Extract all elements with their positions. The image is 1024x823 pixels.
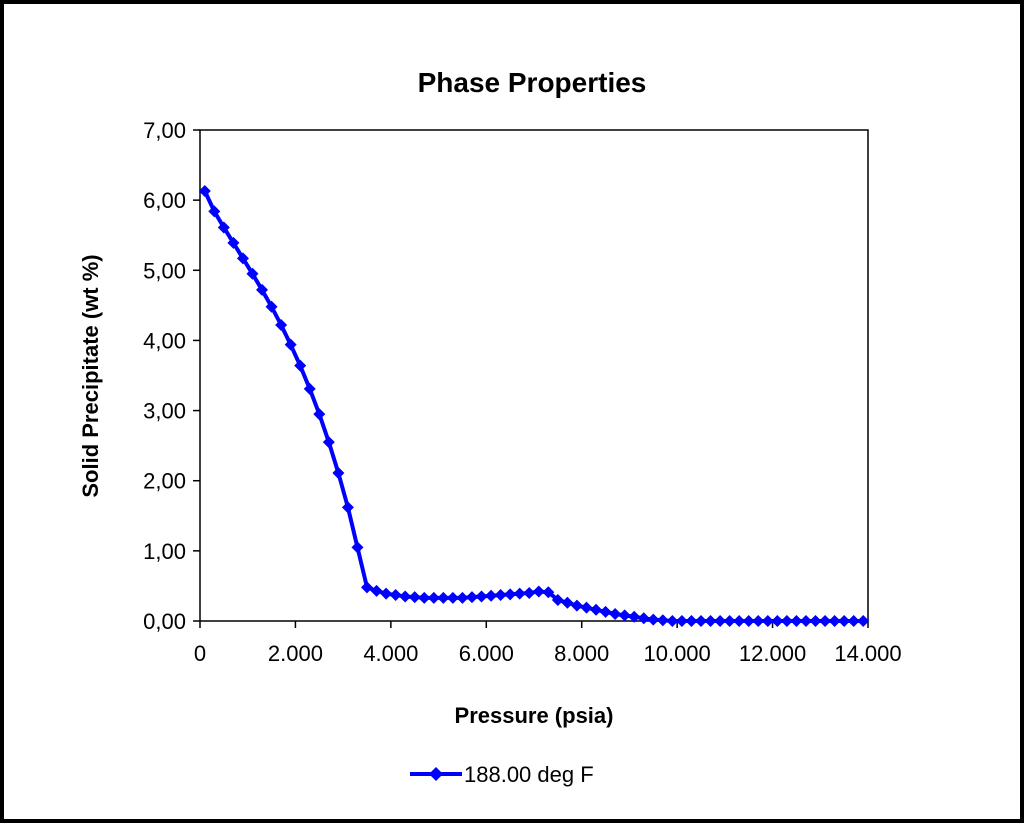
data-point bbox=[599, 605, 612, 618]
data-point bbox=[513, 587, 526, 600]
data-point bbox=[351, 541, 364, 554]
data-point bbox=[236, 252, 249, 265]
y-tick-label: 2,00 bbox=[143, 469, 186, 494]
data-point bbox=[704, 615, 717, 627]
x-axis-title: Pressure (psia) bbox=[455, 703, 614, 728]
data-point bbox=[256, 283, 269, 296]
data-point bbox=[609, 607, 622, 620]
y-axis-title: Solid Precipitate (wt %) bbox=[78, 254, 103, 497]
data-point bbox=[647, 613, 660, 626]
data-point bbox=[322, 436, 335, 449]
x-tick-label: 10.000 bbox=[643, 641, 710, 666]
x-tick-label: 8.000 bbox=[554, 641, 609, 666]
data-point bbox=[399, 590, 412, 603]
data-point bbox=[618, 609, 631, 622]
data-point bbox=[504, 588, 517, 601]
legend-label: 188.00 deg F bbox=[464, 762, 594, 787]
data-point bbox=[742, 615, 755, 627]
data-point bbox=[666, 615, 679, 627]
y-tick-label: 0,00 bbox=[143, 609, 186, 634]
data-point bbox=[446, 591, 459, 604]
data-point bbox=[532, 585, 545, 598]
y-tick-label: 1,00 bbox=[143, 539, 186, 564]
data-point bbox=[284, 338, 297, 351]
y-tick-label: 6,00 bbox=[143, 188, 186, 213]
data-point bbox=[427, 591, 440, 604]
data-point bbox=[780, 615, 793, 627]
data-point bbox=[628, 610, 641, 623]
data-point bbox=[485, 589, 498, 602]
y-tick-label: 3,00 bbox=[143, 399, 186, 424]
data-point bbox=[208, 205, 221, 218]
legend: 188.00 deg F bbox=[410, 762, 594, 787]
data-point bbox=[847, 615, 860, 627]
data-point bbox=[456, 591, 469, 604]
data-point bbox=[637, 612, 650, 625]
data-point bbox=[275, 318, 288, 331]
data-point bbox=[838, 615, 851, 627]
data-point bbox=[217, 221, 230, 234]
data-point bbox=[313, 408, 326, 421]
chart-svg: Phase Properties 0,00 1,00 2,00 3,00 4,00 5,0… bbox=[78, 67, 902, 787]
data-point bbox=[580, 601, 593, 614]
plot-area bbox=[199, 129, 869, 622]
data-point bbox=[418, 591, 431, 604]
data-point bbox=[761, 615, 774, 627]
data-point bbox=[828, 615, 841, 627]
x-tick-label: 12.000 bbox=[739, 641, 806, 666]
data-point bbox=[227, 236, 240, 249]
data-point bbox=[570, 599, 583, 612]
data-point bbox=[198, 185, 211, 198]
data-point bbox=[723, 615, 736, 627]
data-point bbox=[437, 591, 450, 604]
y-tick-label: 4,00 bbox=[143, 328, 186, 353]
data-point bbox=[752, 615, 765, 627]
data-point bbox=[857, 615, 870, 627]
data-point bbox=[246, 267, 259, 280]
data-point bbox=[685, 615, 698, 627]
data-point bbox=[332, 466, 345, 479]
data-point bbox=[380, 587, 393, 600]
data-point bbox=[361, 581, 373, 594]
data-point bbox=[475, 590, 488, 603]
data-point bbox=[819, 615, 832, 627]
data-point bbox=[809, 615, 822, 627]
y-axis-ticks bbox=[193, 129, 200, 622]
y-tick-label: 7,00 bbox=[143, 118, 186, 143]
data-point bbox=[389, 589, 402, 602]
data-point bbox=[408, 591, 421, 604]
data-point bbox=[733, 615, 746, 627]
data-point bbox=[590, 603, 603, 616]
data-point bbox=[341, 501, 354, 514]
data-point bbox=[790, 615, 803, 627]
data-point bbox=[799, 615, 812, 627]
x-tick-label: 6.000 bbox=[459, 641, 514, 666]
data-point bbox=[370, 584, 383, 597]
x-tick-label: 2.000 bbox=[268, 641, 323, 666]
series-layer bbox=[198, 185, 870, 627]
x-tick-label: 0 bbox=[194, 641, 206, 666]
x-tick-label: 14.000 bbox=[834, 641, 901, 666]
data-point bbox=[465, 591, 478, 604]
data-point bbox=[695, 615, 707, 627]
legend-marker bbox=[429, 767, 443, 781]
x-axis-tick-labels: 0 2.000 4.000 6.000 8.000 10.000 12.000 14.000 bbox=[194, 641, 902, 666]
data-point bbox=[675, 615, 688, 627]
y-axis-tick-labels: 0,00 1,00 2,00 3,00 4,00 5,00 6,00 7,00 bbox=[143, 118, 186, 634]
data-point bbox=[303, 382, 316, 395]
data-point bbox=[771, 615, 784, 627]
data-point bbox=[523, 586, 536, 599]
chart-title: Phase Properties bbox=[418, 67, 647, 98]
x-tick-label: 4.000 bbox=[363, 641, 418, 666]
data-point bbox=[542, 586, 555, 599]
data-point bbox=[265, 300, 278, 313]
data-point bbox=[494, 589, 507, 602]
data-point bbox=[294, 359, 307, 372]
data-point bbox=[714, 615, 727, 627]
data-point bbox=[551, 593, 564, 606]
data-point bbox=[656, 614, 669, 627]
data-point bbox=[561, 596, 574, 609]
y-tick-label: 5,00 bbox=[143, 258, 186, 283]
